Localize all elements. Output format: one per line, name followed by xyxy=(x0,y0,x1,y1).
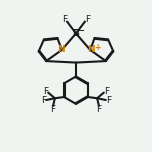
Text: −: − xyxy=(77,26,84,35)
Text: F: F xyxy=(85,15,90,24)
Text: F: F xyxy=(43,87,48,96)
Text: F: F xyxy=(104,87,109,96)
Text: N: N xyxy=(57,45,65,54)
Text: F: F xyxy=(41,95,46,105)
Text: B: B xyxy=(72,29,79,38)
Text: F: F xyxy=(96,105,102,114)
Text: F: F xyxy=(62,15,67,24)
Text: F: F xyxy=(50,105,56,114)
Text: +: + xyxy=(95,43,101,52)
Text: F: F xyxy=(106,95,111,105)
Text: N: N xyxy=(87,45,95,54)
